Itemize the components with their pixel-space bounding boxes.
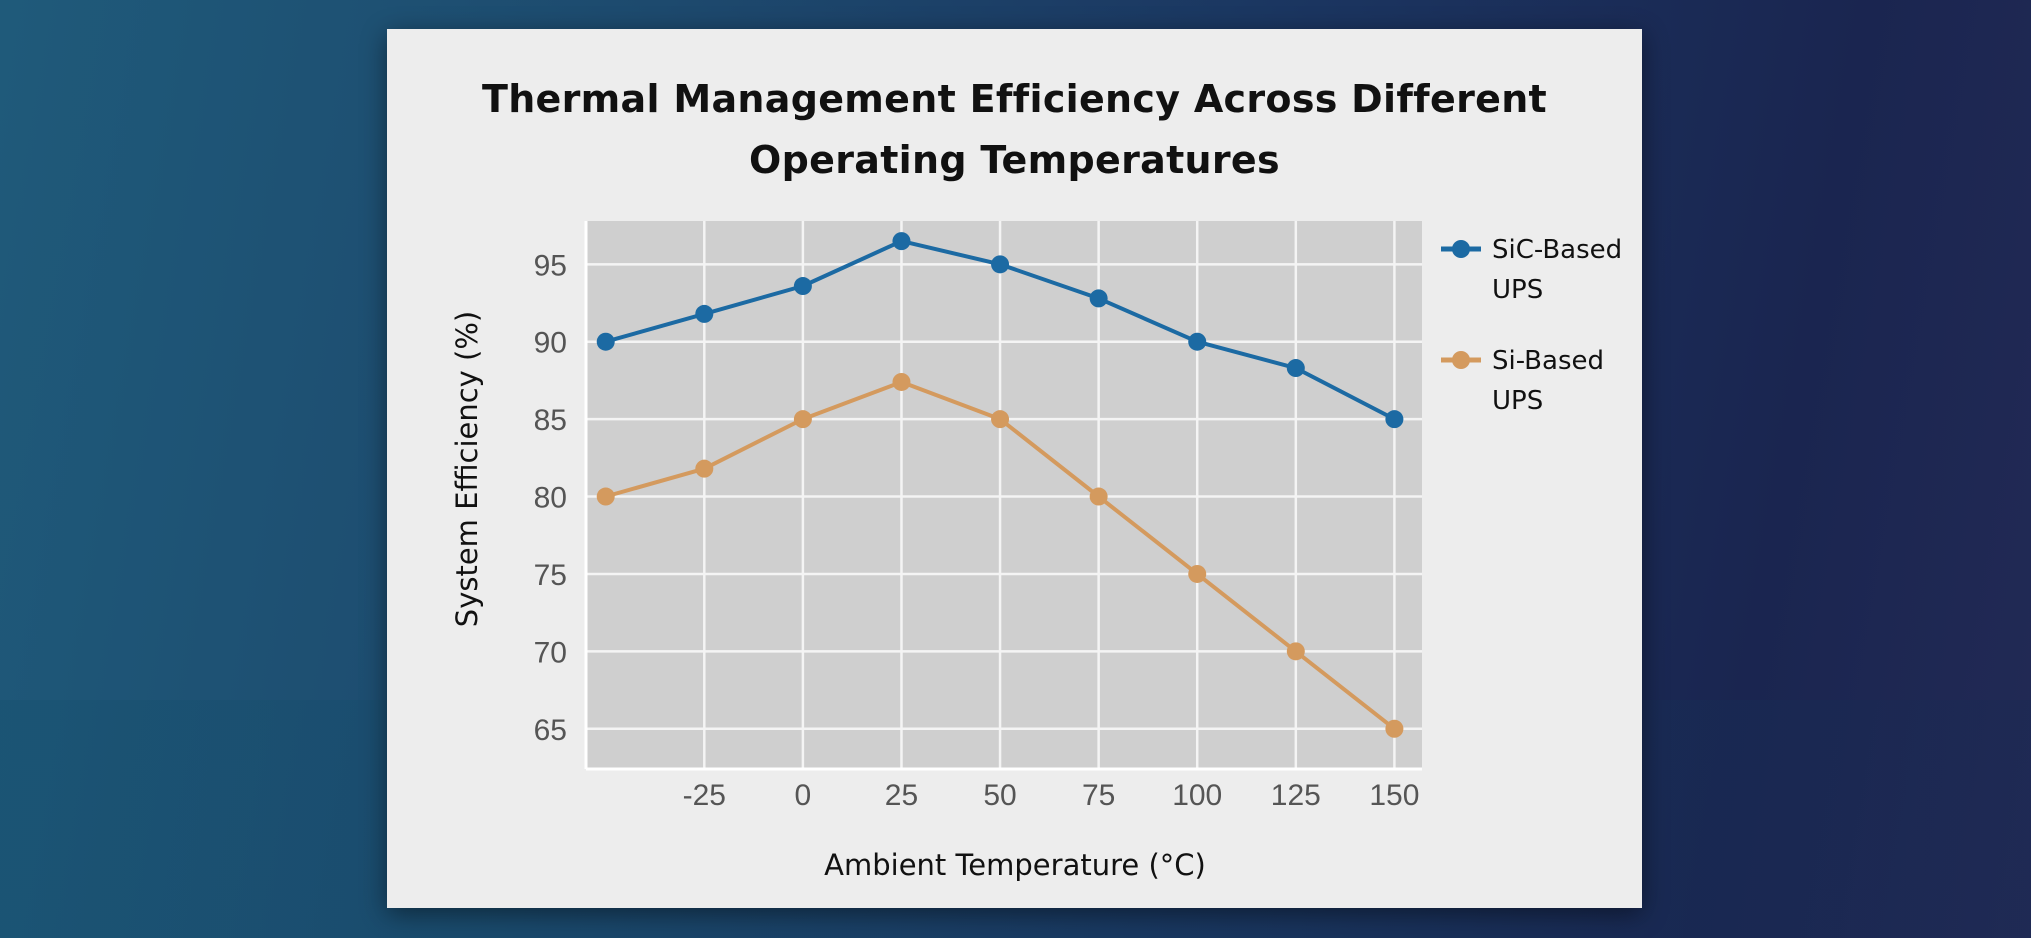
x-tick-label-50: 50 [983,779,1016,812]
series-si-point-50[interactable] [991,410,1010,429]
x-tick-label-75: 75 [1082,779,1115,812]
y-tick-label-95: 95 [534,249,567,282]
series-sic-point-100[interactable] [1188,332,1207,351]
series-si-point-100[interactable] [1188,564,1207,583]
chart-card: Thermal Management Efficiency Across Dif… [387,29,1642,908]
series-sic-point-150[interactable] [1385,410,1404,429]
y-tick-label-80: 80 [534,482,567,515]
chart-title-line-1: Thermal Management Efficiency Across Dif… [481,77,1548,121]
y-tick-label-90: 90 [534,327,567,360]
x-tick-label-125: 125 [1271,779,1321,812]
legend-si-label-line-2: UPS [1492,386,1543,416]
series [596,232,1404,738]
series-si-point-75[interactable] [1089,487,1108,506]
series-sic-point-75[interactable] [1089,289,1108,308]
chart-title: Thermal Management Efficiency Across Dif… [387,69,1642,191]
line-chart: 95 90 85 80 75 70 65 -25 0 25 50 75 100 125 150 Syste… [450,221,1622,882]
x-tick-label--25: -25 [683,779,726,812]
y-tick-label-75: 75 [534,559,567,592]
legend-item-si[interactable]: Si-Based UPS [1441,346,1604,416]
y-tick-label-70: 70 [534,636,567,669]
y-axis-label: System Efficiency (%) [450,311,484,627]
x-tick-label-25: 25 [885,779,918,812]
legend-si-label-line-1: Si-Based [1492,346,1604,376]
legend-sic-marker [1452,240,1470,258]
y-tick-label-85: 85 [534,404,567,437]
series-si-point--25[interactable] [695,459,714,478]
legend-sic-label-line-2: UPS [1492,275,1543,305]
series-si-point--50[interactable] [596,487,615,506]
legend-sic-label-line-1: SiC-Based [1492,235,1622,265]
plot-area [586,221,1422,769]
series-si-point-125[interactable] [1286,642,1305,661]
x-tick-label-100: 100 [1172,779,1222,812]
series-sic-point--25[interactable] [695,304,714,323]
series-sic-point-125[interactable] [1286,359,1305,378]
x-tick-label-150: 150 [1369,779,1419,812]
series-si-point-25[interactable] [892,372,911,391]
legend: SiC-Based UPS Si-Based UPS [1441,235,1622,416]
legend-si-marker [1452,351,1470,369]
series-sic-point-0[interactable] [793,277,812,296]
chart-title-line-2: Operating Temperatures [749,138,1280,182]
y-tick-label-65: 65 [534,714,567,747]
y-tick-labels: 95 90 85 80 75 70 65 [534,249,567,746]
legend-item-sic[interactable]: SiC-Based UPS [1441,235,1622,305]
series-si-point-150[interactable] [1385,719,1404,738]
series-si-point-0[interactable] [793,410,812,429]
x-axis-label: Ambient Temperature (°C) [824,848,1206,882]
series-sic-point-25[interactable] [892,232,911,251]
x-tick-labels: -25 0 25 50 75 100 125 150 [683,779,1420,812]
series-sic-point--50[interactable] [596,332,615,351]
series-sic-point-50[interactable] [991,255,1010,274]
x-tick-label-0: 0 [795,779,812,812]
